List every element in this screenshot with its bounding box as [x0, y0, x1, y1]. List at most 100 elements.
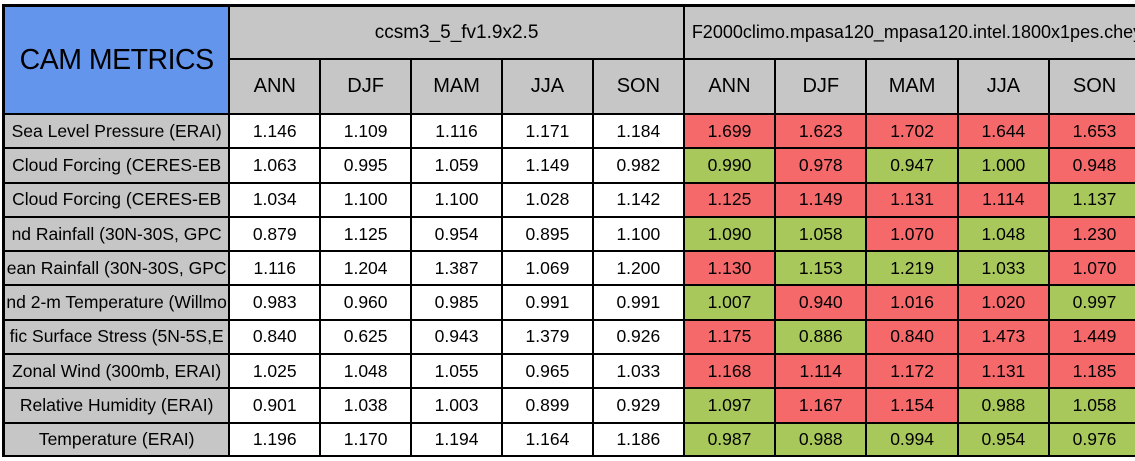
metric-cell: 1.058	[1048, 387, 1135, 424]
metric-cell: 0.960	[319, 284, 413, 321]
metric-cell: 0.978	[774, 147, 868, 184]
metric-cell: 0.840	[228, 318, 322, 356]
metric-cell: 1.142	[591, 181, 685, 218]
table-row: Relative Humidity (ERAI) 0.901 1.038 1.0…	[2, 387, 1135, 424]
metric-cell: 1.449	[1048, 318, 1135, 356]
metric-row-label: ean Rainfall (30N-30S, GPC	[2, 250, 231, 287]
model-1-header: ccsm3_5_fv1.9x2.5	[228, 4, 685, 60]
metric-cell: 0.991	[591, 284, 685, 321]
metric-row-label: Cloud Forcing (CERES-EB	[2, 147, 231, 184]
metric-cell: 1.172	[865, 353, 959, 390]
metric-cell: 1.059	[410, 147, 503, 184]
metric-cell: 0.954	[410, 215, 503, 253]
table-row: nd 2-m Temperature (Willmo 0.983 0.960 0…	[2, 284, 1135, 321]
metric-cell: 1.131	[865, 181, 959, 218]
metric-cell: 0.899	[501, 387, 594, 424]
metric-cell: 0.879	[228, 215, 322, 253]
metric-cell: 1.109	[319, 112, 413, 150]
model-2-header: F2000climo.mpasa120_mpasa120.intel.1800x…	[682, 4, 1135, 60]
metric-row-label: nd Rainfall (30N-30S, GPC	[2, 215, 231, 253]
metric-cell: 1.219	[865, 250, 959, 287]
table-row: Zonal Wind (300mb, ERAI) 1.025 1.048 1.0…	[2, 353, 1135, 390]
season-header-jja: JJA	[956, 58, 1051, 115]
season-header-djf: DJF	[774, 58, 868, 115]
metric-cell: 1.114	[774, 353, 868, 390]
metric-row-label: Zonal Wind (300mb, ERAI)	[2, 353, 231, 390]
metric-cell: 1.146	[228, 112, 322, 150]
metric-cell: 1.473	[956, 318, 1051, 356]
metric-cell: 0.982	[591, 147, 685, 184]
metric-cell: 0.997	[1048, 284, 1135, 321]
cam-metrics-table-wrap: CAM METRICS ccsm3_5_fv1.9x2.5 F2000climo…	[2, 4, 1135, 457]
cam-metrics-table: CAM METRICS ccsm3_5_fv1.9x2.5 F2000climo…	[2, 4, 1135, 457]
season-header-jja: JJA	[501, 58, 594, 115]
metric-cell: 0.954	[956, 421, 1051, 457]
metric-cell: 1.100	[410, 181, 503, 218]
table-row: nd Rainfall (30N-30S, GPC 0.879 1.125 0.…	[2, 215, 1135, 253]
metric-cell: 1.164	[501, 421, 594, 457]
metric-cell: 0.625	[319, 318, 413, 356]
metric-cell: 1.200	[591, 250, 685, 287]
metric-cell: 0.995	[319, 147, 413, 184]
metric-cell: 1.130	[682, 250, 777, 287]
metric-cell: 1.033	[591, 353, 685, 390]
metric-cell: 1.184	[591, 112, 685, 150]
metric-cell: 1.702	[865, 112, 959, 150]
metric-cell: 1.131	[956, 353, 1051, 390]
metric-cell: 0.987	[682, 421, 777, 457]
metric-cell: 1.196	[228, 421, 322, 457]
metric-cell: 1.149	[501, 147, 594, 184]
metric-cell: 1.034	[228, 181, 322, 218]
metric-cell: 1.125	[319, 215, 413, 253]
metric-cell: 0.948	[1048, 147, 1135, 184]
metric-cell: 1.025	[228, 353, 322, 390]
metric-cell: 0.976	[1048, 421, 1135, 457]
metric-row-label: Sea Level Pressure (ERAI)	[2, 112, 231, 150]
metric-cell: 0.886	[774, 318, 868, 356]
table-row: Cloud Forcing (CERES-EB 1.063 0.995 1.05…	[2, 147, 1135, 184]
metric-cell: 1.116	[410, 112, 503, 150]
metric-cell: 1.033	[956, 250, 1051, 287]
metric-cell: 0.947	[865, 147, 959, 184]
metric-row-label: Cloud Forcing (CERES-EB	[2, 181, 231, 218]
metric-cell: 1.230	[1048, 215, 1135, 253]
table-row: ean Rainfall (30N-30S, GPC 1.116 1.204 1…	[2, 250, 1135, 287]
metric-cell: 1.171	[501, 112, 594, 150]
metric-cell: 1.028	[501, 181, 594, 218]
metric-cell: 1.090	[682, 215, 777, 253]
metric-cell: 1.038	[319, 387, 413, 424]
metric-row-label: nd 2-m Temperature (Willmo	[2, 284, 231, 321]
season-header-son: SON	[591, 58, 685, 115]
metric-cell: 1.048	[956, 215, 1051, 253]
metric-cell: 0.943	[410, 318, 503, 356]
metric-cell: 1.168	[682, 353, 777, 390]
metric-cell: 1.000	[956, 147, 1051, 184]
season-header-ann: ANN	[682, 58, 777, 115]
metric-cell: 1.379	[501, 318, 594, 356]
metric-row-label: Relative Humidity (ERAI)	[2, 387, 231, 424]
metric-cell: 1.100	[319, 181, 413, 218]
metric-cell: 0.991	[501, 284, 594, 321]
metric-cell: 1.153	[774, 250, 868, 287]
metric-cell: 1.175	[682, 318, 777, 356]
metric-cell: 1.016	[865, 284, 959, 321]
metric-cell: 0.901	[228, 387, 322, 424]
metric-cell: 0.929	[591, 387, 685, 424]
metric-cell: 1.114	[956, 181, 1051, 218]
metric-cell: 0.988	[774, 421, 868, 457]
metric-cell: 1.185	[1048, 353, 1135, 390]
metric-cell: 1.170	[319, 421, 413, 457]
metric-cell: 1.097	[682, 387, 777, 424]
metric-cell: 0.895	[501, 215, 594, 253]
metric-cell: 1.070	[1048, 250, 1135, 287]
metric-cell: 1.058	[774, 215, 868, 253]
metric-cell: 1.699	[682, 112, 777, 150]
metric-cell: 1.069	[501, 250, 594, 287]
metric-cell: 0.988	[956, 387, 1051, 424]
table-row: Sea Level Pressure (ERAI) 1.146 1.109 1.…	[2, 112, 1135, 150]
metric-cell: 0.985	[410, 284, 503, 321]
season-header-mam: MAM	[410, 58, 503, 115]
metric-cell: 0.994	[865, 421, 959, 457]
metric-cell: 1.125	[682, 181, 777, 218]
season-header-mam: MAM	[865, 58, 959, 115]
